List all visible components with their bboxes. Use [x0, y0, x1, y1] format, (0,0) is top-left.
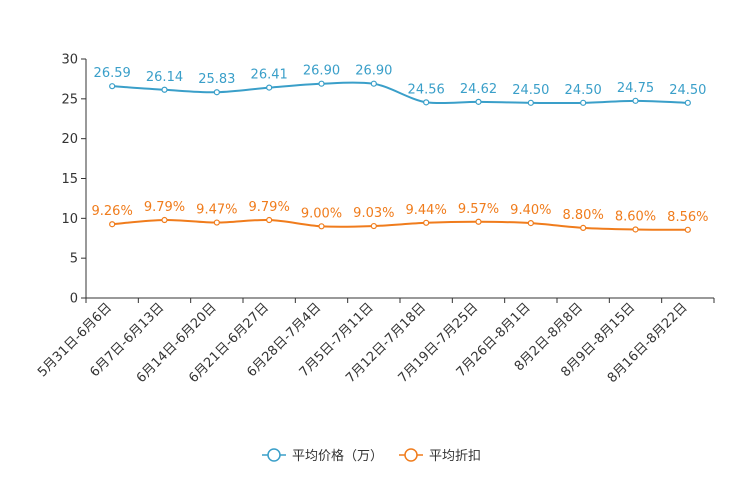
data-point — [370, 222, 377, 230]
data-label: 24.56 — [408, 82, 445, 97]
data-label: 26.59 — [94, 66, 131, 81]
legend-label: 平均价格（万） — [292, 448, 383, 464]
y-tick-label: 20 — [61, 132, 78, 147]
data-label: 26.90 — [355, 64, 392, 79]
data-label: 9.26% — [92, 204, 133, 219]
legend: 平均价格（万） 平均折扣 — [262, 448, 481, 464]
data-point — [423, 99, 430, 106]
data-label: 9.44% — [406, 203, 447, 218]
data-point — [684, 99, 691, 106]
data-point — [213, 219, 220, 226]
data-point — [318, 223, 325, 230]
series-1: 26.59 26.14 25.83 26.41 26.90 26.90 24.56 24.62… — [94, 64, 706, 106]
data-label: 26.41 — [251, 68, 288, 83]
data-label: 24.50 — [565, 83, 602, 98]
data-point — [527, 220, 534, 227]
data-label: 8.60% — [615, 209, 656, 224]
data-point — [527, 99, 534, 106]
data-point — [423, 219, 430, 226]
y-tick-label: 0 — [70, 292, 78, 307]
legend-item-2: 平均折扣 — [399, 448, 481, 464]
data-label: 24.50 — [669, 83, 706, 98]
data-point — [109, 83, 116, 90]
series-layer: 26.59 26.14 25.83 26.41 26.90 26.90 24.56 24.62… — [92, 64, 708, 233]
data-point — [266, 84, 273, 91]
data-point — [684, 226, 691, 233]
data-point — [161, 216, 168, 224]
data-label: 8.56% — [667, 210, 708, 225]
series-line — [112, 218, 688, 231]
data-point — [213, 89, 220, 96]
data-point — [580, 224, 587, 231]
y-tick-label: 25 — [61, 92, 78, 107]
data-label: 9.79% — [249, 200, 290, 215]
legend-label: 平均折扣 — [429, 449, 481, 464]
legend-marker-icon — [404, 448, 418, 462]
data-label: 26.90 — [303, 64, 340, 79]
legend-item-1: 平均价格（万） — [262, 448, 383, 464]
data-label: 9.79% — [144, 200, 185, 215]
data-label: 24.75 — [617, 81, 654, 96]
data-point — [475, 218, 482, 225]
data-label: 9.57% — [458, 202, 499, 217]
data-label: 24.62 — [460, 82, 497, 97]
data-point — [318, 80, 325, 87]
y-tick-label: 30 — [61, 53, 78, 68]
data-point — [632, 97, 639, 104]
data-label: 25.83 — [198, 72, 235, 87]
data-label: 9.47% — [196, 203, 237, 218]
data-label: 9.03% — [353, 206, 394, 221]
data-point — [475, 98, 482, 105]
y-tick-label: 15 — [61, 172, 78, 187]
y-tick-label: 5 — [70, 252, 78, 267]
data-label: 24.50 — [512, 83, 549, 98]
data-label: 26.14 — [146, 70, 183, 85]
data-label: 8.80% — [563, 208, 604, 223]
legend-marker-icon — [267, 448, 281, 462]
data-point — [370, 80, 377, 87]
data-point — [161, 86, 168, 93]
y-tick-label: 10 — [61, 212, 78, 227]
data-point — [632, 226, 639, 233]
data-point — [109, 221, 116, 228]
data-label: 9.40% — [510, 203, 551, 218]
data-point — [266, 216, 273, 224]
series-line — [112, 81, 688, 105]
data-label: 9.00% — [301, 206, 342, 221]
series-2: 9.26% 9.79% 9.47% 9.79% 9.00% 9.03% 9.44% 9.57%… — [92, 200, 708, 233]
data-point — [580, 99, 587, 106]
